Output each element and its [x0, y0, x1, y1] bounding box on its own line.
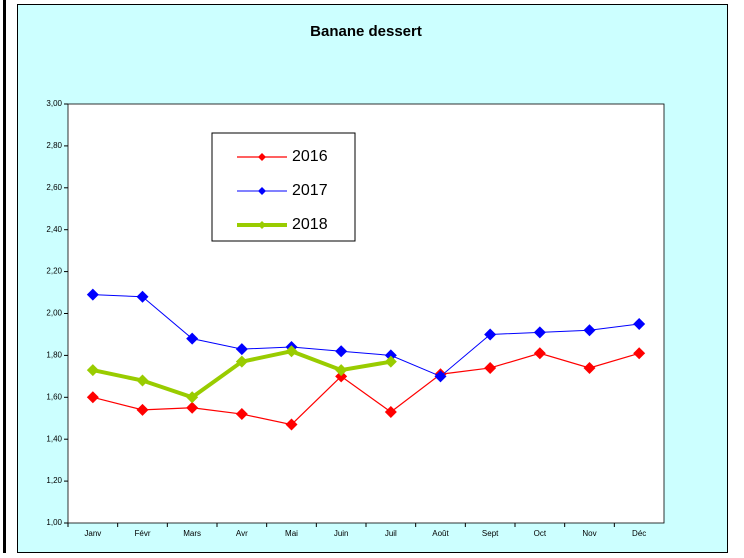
y-tick-label: 2,20: [46, 267, 62, 276]
x-tick-label: Févr: [135, 529, 151, 538]
data-point: [235, 343, 248, 356]
data-point: [136, 403, 149, 416]
y-tick-label: 1,40: [46, 434, 62, 443]
data-point: [186, 391, 199, 404]
data-point: [434, 370, 447, 383]
x-tick-label: Avr: [236, 529, 248, 538]
chart-title: Banane dessert: [310, 23, 422, 40]
data-point: [285, 418, 298, 431]
data-point: [186, 332, 199, 345]
legend-label: 2017: [292, 182, 328, 199]
y-tick-label: 2,60: [46, 183, 62, 192]
data-point: [533, 347, 546, 360]
data-point: [136, 374, 149, 387]
x-tick-label: Août: [432, 529, 449, 538]
y-tick-label: 1,20: [46, 476, 62, 485]
data-point: [633, 317, 646, 330]
x-tick-label: Sept: [482, 529, 499, 538]
plot-area: [67, 103, 665, 524]
data-point: [533, 326, 546, 339]
data-point: [335, 364, 348, 377]
series-line: [92, 294, 640, 377]
y-tick-label: 1,60: [46, 392, 62, 401]
data-point: [583, 361, 596, 374]
data-point: [86, 288, 99, 301]
data-point: [384, 355, 397, 368]
legend-marker: [258, 221, 266, 229]
left-border: [3, 0, 6, 553]
legend-marker: [258, 187, 266, 195]
x-tick-label: Mars: [183, 529, 201, 538]
x-tick-label: Juil: [385, 529, 397, 538]
data-point: [384, 349, 397, 362]
data-point: [285, 345, 298, 358]
data-point: [235, 408, 248, 421]
data-point: [136, 290, 149, 303]
data-point: [384, 405, 397, 418]
x-tick-label: Oct: [534, 529, 547, 538]
x-tick-label: Janv: [84, 529, 101, 538]
data-point: [633, 347, 646, 360]
x-tick-label: Mai: [285, 529, 298, 538]
data-point: [335, 370, 348, 383]
data-point: [86, 391, 99, 404]
y-tick-label: 3,00: [46, 99, 62, 108]
data-point: [583, 324, 596, 337]
x-tick-label: Déc: [632, 529, 646, 538]
legend-label: 2016: [292, 148, 328, 165]
y-tick-label: 2,40: [46, 225, 62, 234]
legend-label: 2018: [292, 216, 328, 233]
series-line: [92, 352, 640, 426]
x-tick-label: Nov: [582, 529, 596, 538]
data-point: [186, 401, 199, 414]
y-tick-label: 2,80: [46, 141, 62, 150]
y-tick-label: 2,00: [46, 309, 62, 318]
data-point: [335, 345, 348, 358]
y-tick-label: 1,00: [46, 518, 62, 527]
data-point: [235, 355, 248, 368]
data-point: [86, 364, 99, 377]
data-point: [484, 361, 497, 374]
x-tick-label: Juin: [334, 529, 349, 538]
data-point: [484, 328, 497, 341]
legend-marker: [258, 153, 266, 161]
y-tick-label: 1,80: [46, 351, 62, 360]
